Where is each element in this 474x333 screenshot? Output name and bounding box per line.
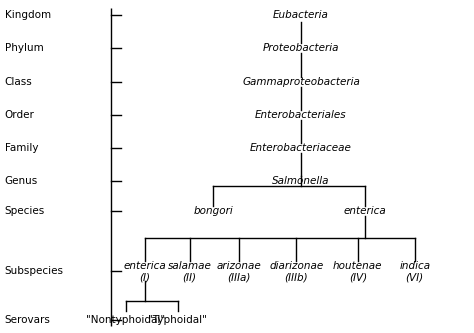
Text: Family: Family bbox=[5, 143, 38, 153]
Text: Gammaproteobacteria: Gammaproteobacteria bbox=[242, 77, 360, 87]
Text: indica
(VI): indica (VI) bbox=[399, 261, 430, 282]
Text: "Typhoidal": "Typhoidal" bbox=[148, 315, 207, 325]
Text: Phylum: Phylum bbox=[5, 43, 44, 53]
Text: Serovars: Serovars bbox=[5, 315, 51, 325]
Text: "Nontyphoidal": "Nontyphoidal" bbox=[86, 315, 165, 325]
Text: enterica: enterica bbox=[344, 206, 386, 216]
Text: Class: Class bbox=[5, 77, 33, 87]
Text: Kingdom: Kingdom bbox=[5, 10, 51, 20]
Text: Proteobacteria: Proteobacteria bbox=[263, 43, 339, 53]
Text: diarizonae
(IIIb): diarizonae (IIIb) bbox=[269, 261, 323, 282]
Text: enterica
(I): enterica (I) bbox=[123, 261, 166, 282]
Text: Enterobacteriaceae: Enterobacteriaceae bbox=[250, 143, 352, 153]
Text: Enterobacteriales: Enterobacteriales bbox=[255, 110, 347, 120]
Text: Species: Species bbox=[5, 206, 45, 216]
Text: Genus: Genus bbox=[5, 176, 38, 186]
Text: Salmonella: Salmonella bbox=[272, 176, 330, 186]
Text: Order: Order bbox=[5, 110, 35, 120]
Text: houtenae
(IV): houtenae (IV) bbox=[333, 261, 383, 282]
Text: Subspecies: Subspecies bbox=[5, 266, 64, 276]
Text: Eubacteria: Eubacteria bbox=[273, 10, 329, 20]
Text: arizonae
(IIIa): arizonae (IIIa) bbox=[217, 261, 262, 282]
Text: bongori: bongori bbox=[193, 206, 233, 216]
Text: salamae
(II): salamae (II) bbox=[168, 261, 211, 282]
